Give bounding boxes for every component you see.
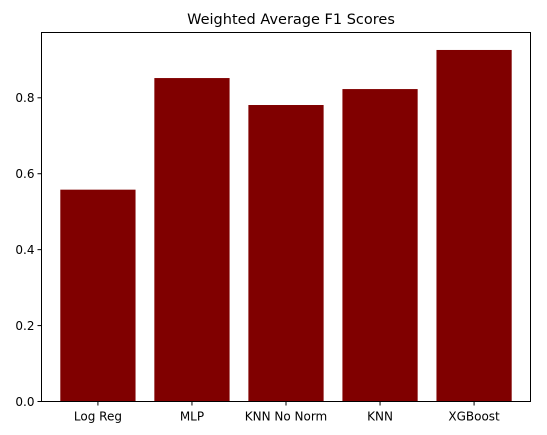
bar-knn: [342, 89, 418, 402]
x-tick-label: MLP: [180, 410, 204, 424]
x-tick-label: XGBoost: [448, 410, 500, 424]
y-tick-label: 0.6: [15, 167, 34, 181]
chart-title: Weighted Average F1 Scores: [187, 12, 395, 28]
y-tick-label: 0.8: [15, 91, 34, 105]
x-tick-label: Log Reg: [74, 410, 122, 424]
x-tick-label: KNN: [367, 410, 393, 424]
y-tick-label: 0.2: [15, 319, 34, 333]
bars-group: [60, 49, 512, 402]
y-tick-label: 0.4: [15, 243, 34, 257]
y-tick-label: 0.0: [15, 395, 34, 409]
plot-frame: [41, 32, 531, 402]
bar-knn-no-norm: [248, 105, 324, 402]
bar-log-reg: [60, 189, 136, 402]
bar-xgboost: [436, 49, 512, 402]
x-axis: Log Reg MLP KNN No Norm KNN XGBoost: [74, 401, 500, 424]
x-tick-label: KNN No Norm: [245, 410, 328, 424]
bar-mlp: [154, 78, 230, 402]
y-axis: 0.0 0.2 0.4 0.6 0.8: [15, 91, 42, 409]
